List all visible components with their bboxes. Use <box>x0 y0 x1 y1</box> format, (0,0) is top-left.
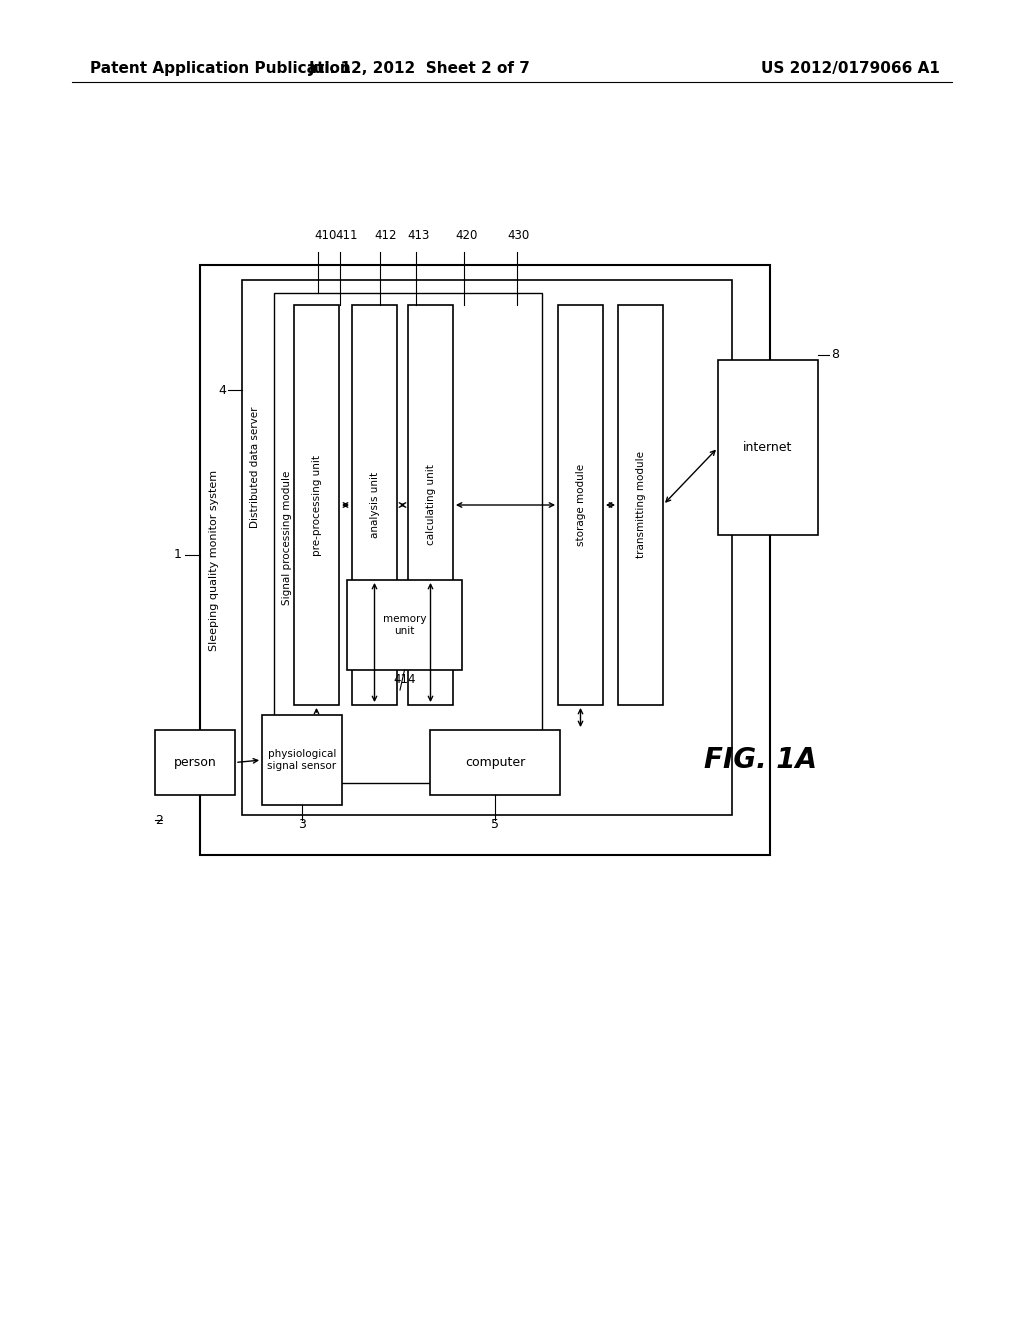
Bar <box>274 293 542 783</box>
Text: Signal processing module: Signal processing module <box>282 471 292 605</box>
Text: person: person <box>174 756 216 770</box>
Bar <box>558 305 603 705</box>
Bar <box>294 305 339 705</box>
Text: 5: 5 <box>490 818 499 832</box>
Text: 412: 412 <box>374 228 396 242</box>
Text: 430: 430 <box>507 228 529 242</box>
Bar <box>430 730 560 795</box>
Text: transmitting module: transmitting module <box>636 451 645 558</box>
Text: 2: 2 <box>155 813 163 826</box>
Text: 8: 8 <box>831 348 839 362</box>
Text: FIG. 1A: FIG. 1A <box>703 746 816 774</box>
Text: 410: 410 <box>314 228 336 242</box>
Text: memory
unit: memory unit <box>383 614 426 636</box>
Bar <box>155 730 234 795</box>
Bar <box>242 280 732 814</box>
Text: 3: 3 <box>298 818 306 832</box>
Text: 420: 420 <box>455 228 477 242</box>
Text: 411: 411 <box>335 228 357 242</box>
Text: pre-processing unit: pre-processing unit <box>311 454 322 556</box>
Bar <box>718 360 818 535</box>
Text: Patent Application Publication: Patent Application Publication <box>90 61 351 75</box>
Bar <box>352 305 397 705</box>
Text: 4: 4 <box>218 384 226 396</box>
Text: 413: 413 <box>407 228 429 242</box>
Bar <box>618 305 663 705</box>
Text: internet: internet <box>743 441 793 454</box>
Text: US 2012/0179066 A1: US 2012/0179066 A1 <box>761 61 940 75</box>
Text: computer: computer <box>465 756 525 770</box>
Text: analysis unit: analysis unit <box>370 473 380 539</box>
Bar <box>408 305 453 705</box>
Text: Distributed data server: Distributed data server <box>250 407 260 528</box>
Text: calculating unit: calculating unit <box>426 465 435 545</box>
Text: 1: 1 <box>174 549 182 561</box>
Bar <box>200 265 770 855</box>
Text: Jul. 12, 2012  Sheet 2 of 7: Jul. 12, 2012 Sheet 2 of 7 <box>309 61 530 75</box>
Text: 414: 414 <box>393 673 416 686</box>
Text: Sleeping quality monitor system: Sleeping quality monitor system <box>209 470 219 651</box>
Text: physiological
signal sensor: physiological signal sensor <box>267 750 337 771</box>
Bar <box>262 715 342 805</box>
Text: storage module: storage module <box>575 463 586 546</box>
Bar <box>347 579 462 671</box>
